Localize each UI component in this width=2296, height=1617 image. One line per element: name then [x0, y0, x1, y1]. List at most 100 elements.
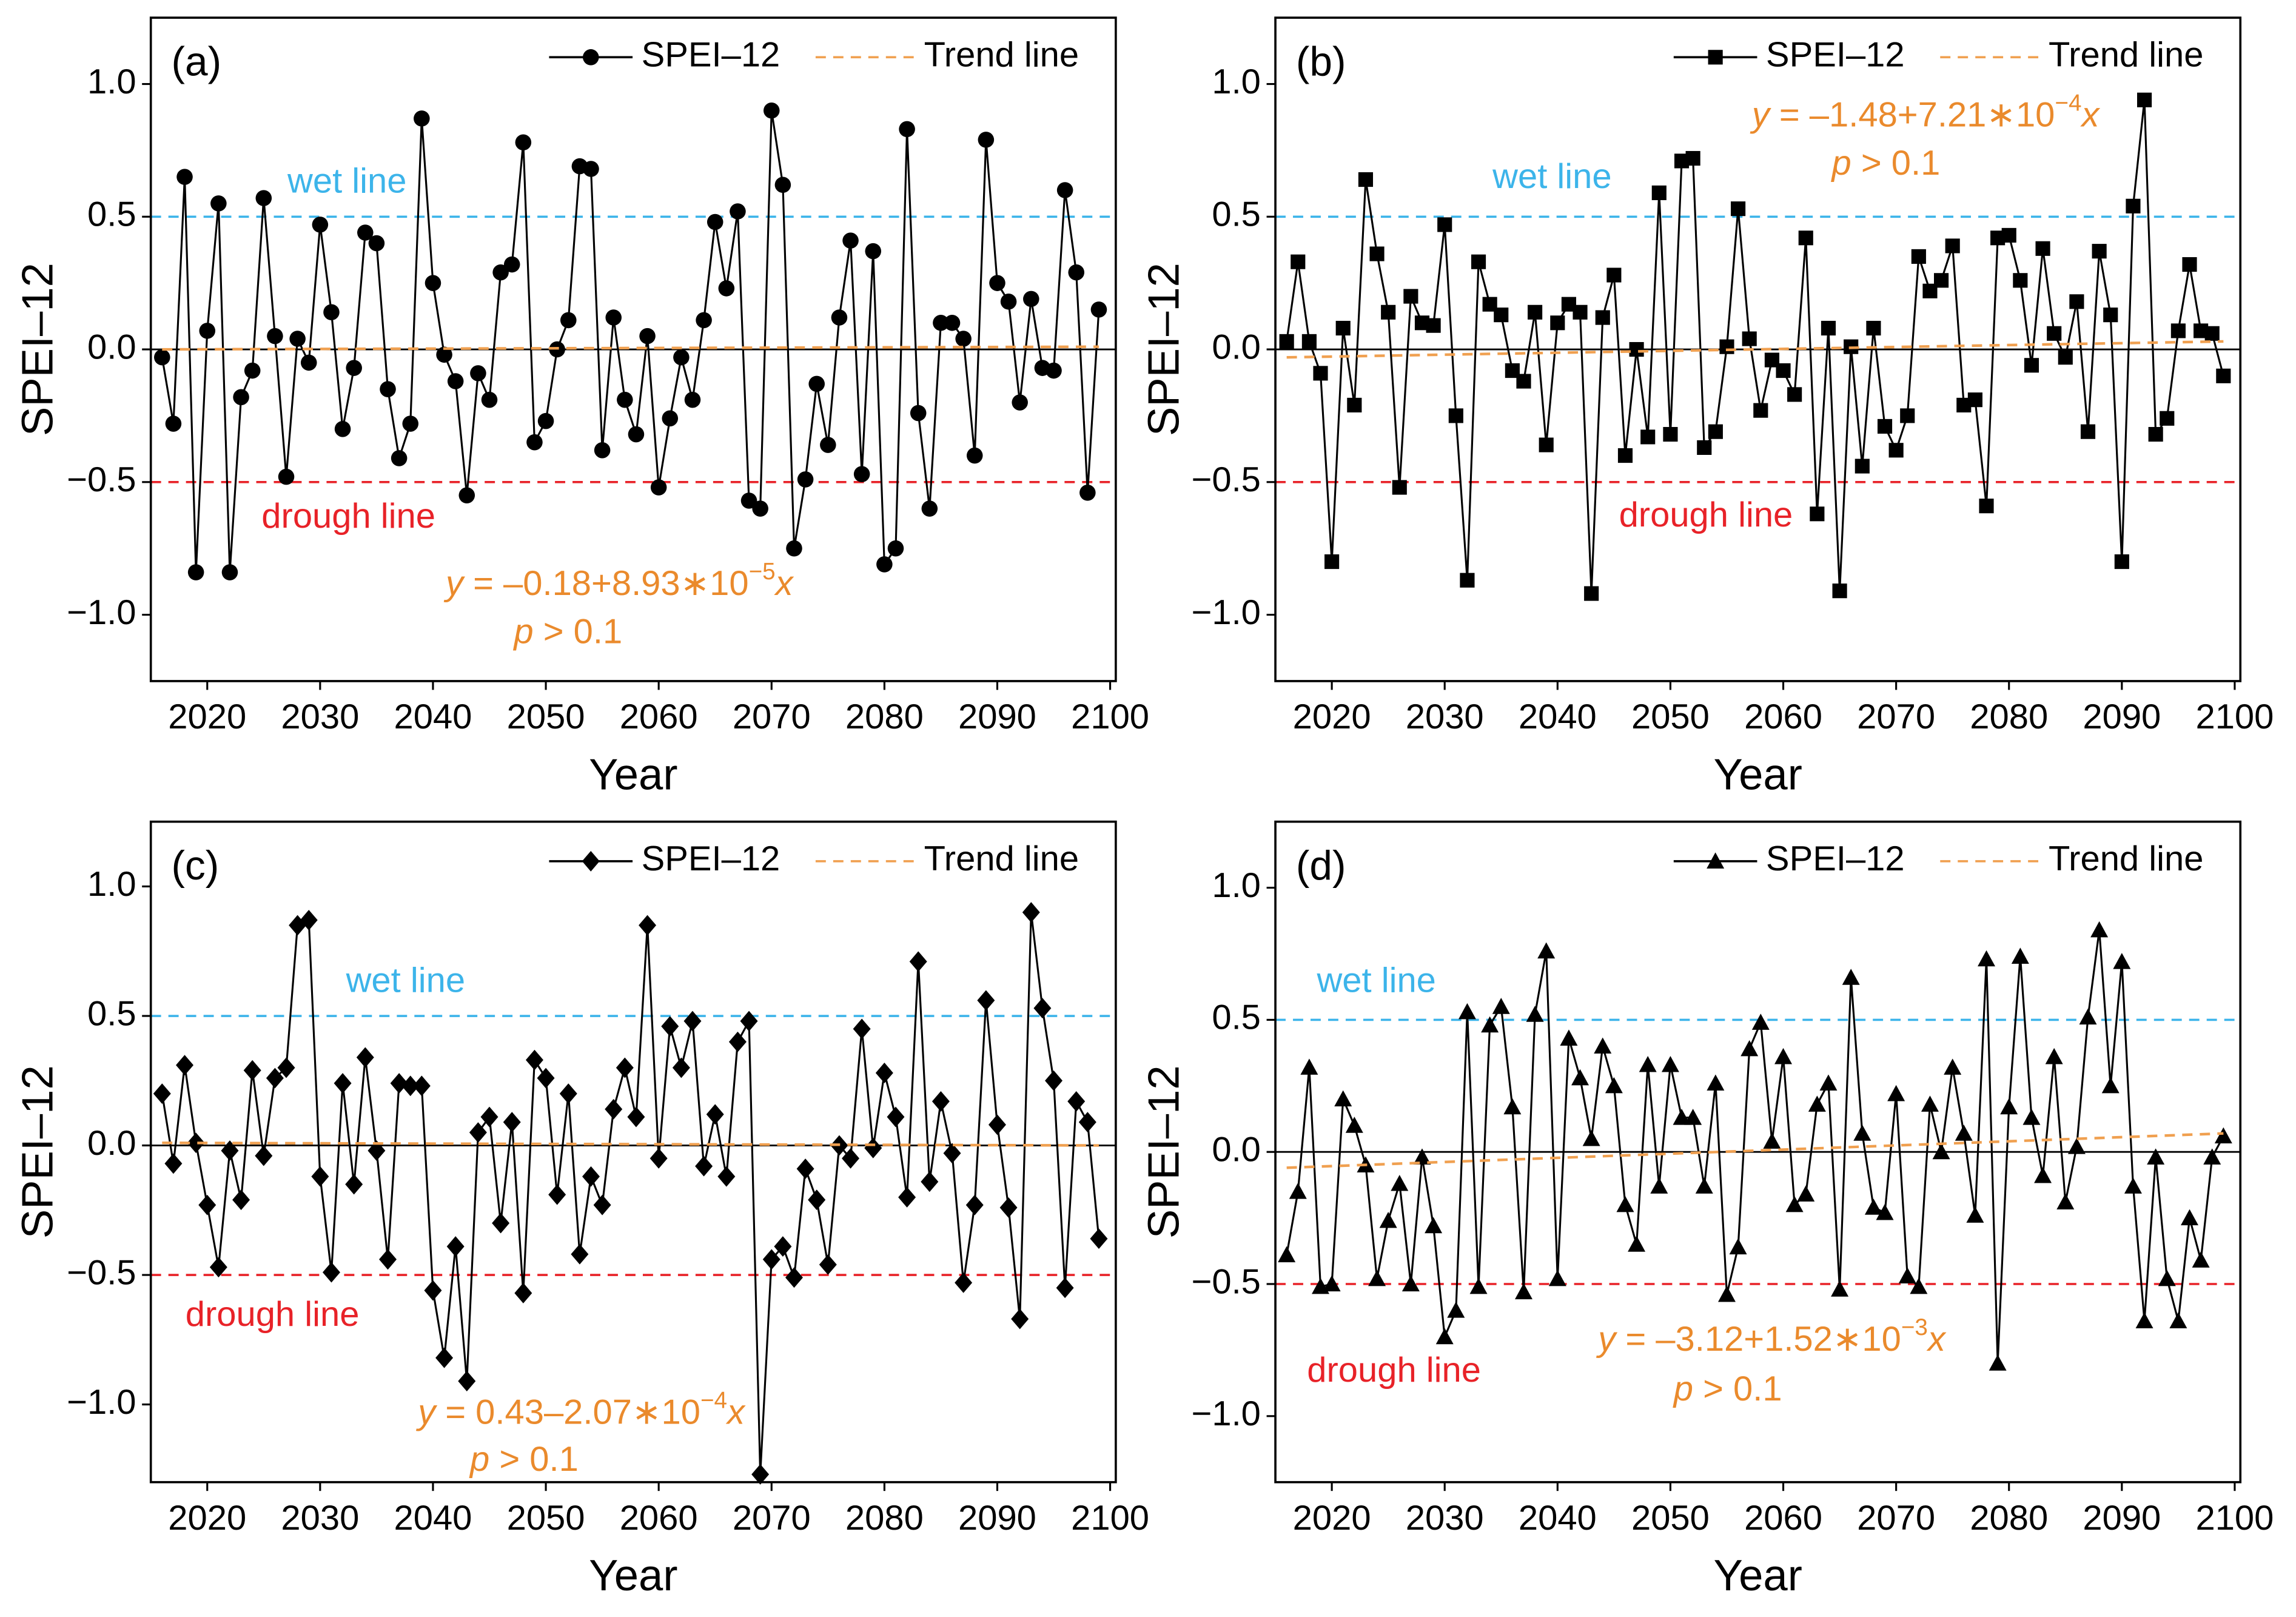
legend-label: SPEI–12	[1766, 839, 1905, 878]
marker	[2079, 1008, 2097, 1025]
marker	[1000, 294, 1017, 310]
marker	[1515, 1283, 1532, 1300]
marker	[379, 1249, 397, 1270]
x-tick-label: 2050	[507, 698, 585, 736]
marker	[2124, 1177, 2142, 1194]
marker	[1900, 408, 1915, 423]
trend-line	[1286, 1132, 2224, 1169]
marker	[1526, 1006, 1544, 1022]
marker	[820, 437, 836, 453]
marker	[1819, 1074, 1838, 1091]
marker	[594, 442, 611, 459]
marker	[559, 1083, 577, 1104]
marker	[774, 1236, 792, 1257]
marker	[2147, 1148, 2165, 1165]
marker	[999, 1197, 1018, 1218]
significance-part: p	[469, 1440, 489, 1479]
marker	[436, 346, 452, 363]
y-tick-label: 1.0	[1212, 866, 1261, 905]
marker	[1435, 1328, 1454, 1345]
equation-part: −4	[700, 1387, 727, 1413]
x-tick-label: 2100	[1071, 1499, 1149, 1538]
marker	[255, 1145, 273, 1166]
marker	[808, 1189, 826, 1211]
marker	[1413, 1148, 1431, 1165]
equation-part: −5	[749, 559, 776, 585]
marker	[1033, 998, 1052, 1019]
marker	[931, 1091, 950, 1112]
marker	[1898, 1267, 1916, 1284]
marker	[2024, 358, 2039, 373]
marker	[492, 1212, 510, 1234]
marker	[1481, 1016, 1499, 1033]
marker	[1301, 334, 1317, 349]
marker	[560, 312, 577, 329]
marker	[1832, 583, 1847, 599]
marker	[684, 391, 701, 408]
marker	[1045, 1070, 1063, 1091]
marker	[2169, 1312, 2187, 1329]
significance-part: p	[512, 613, 533, 651]
marker	[1887, 1084, 1905, 1101]
marker	[2000, 1098, 2018, 1115]
marker	[199, 323, 216, 339]
significance-part: > 0.1	[534, 613, 623, 651]
equation-part: x	[774, 564, 794, 603]
marker	[2170, 323, 2186, 338]
significance-part: > 0.1	[1693, 1370, 1782, 1408]
x-tick-label: 2090	[2083, 1499, 2161, 1538]
legend-label: Trend line	[2049, 36, 2204, 75]
marker	[402, 415, 419, 432]
marker	[1697, 440, 1712, 455]
marker	[786, 540, 802, 557]
marker	[537, 1067, 555, 1089]
x-axis-title: Year	[1713, 1551, 1802, 1600]
x-tick-label: 2060	[620, 698, 698, 736]
marker	[1979, 499, 1994, 514]
reference-label: drough line	[186, 1295, 360, 1334]
marker	[480, 1106, 498, 1128]
marker	[1753, 403, 1768, 418]
marker	[164, 1153, 183, 1174]
marker	[943, 1143, 961, 1164]
marker	[1056, 1277, 1074, 1299]
marker	[1503, 1098, 1522, 1115]
x-tick-label: 2060	[1744, 1499, 1822, 1538]
marker	[865, 243, 882, 260]
marker	[1629, 341, 1644, 357]
marker	[740, 1010, 758, 1032]
marker	[1855, 459, 1870, 474]
marker	[2035, 241, 2050, 256]
marker	[2203, 1148, 2221, 1165]
marker	[1067, 1091, 1086, 1112]
series-line	[161, 912, 1100, 1474]
marker	[2056, 1193, 2075, 1210]
marker	[1358, 172, 1374, 187]
marker	[1090, 301, 1107, 318]
marker	[898, 1187, 916, 1208]
marker	[921, 500, 938, 517]
marker	[1921, 1095, 1939, 1112]
y-tick-label: −0.5	[67, 1253, 136, 1292]
equation-part: = –0.18+8.93∗10	[463, 564, 749, 603]
marker	[706, 1104, 724, 1125]
marker	[1717, 1285, 1736, 1302]
marker	[887, 1106, 905, 1128]
significance: p > 0.1	[469, 1440, 579, 1479]
marker	[977, 990, 995, 1011]
marker	[627, 1106, 645, 1128]
marker	[1877, 419, 1893, 434]
y-tick-label: 1.0	[87, 865, 136, 904]
marker	[673, 349, 690, 366]
marker	[650, 479, 667, 496]
significance-part: p	[1831, 144, 1851, 183]
marker	[1447, 1302, 1465, 1318]
marker	[1079, 485, 1096, 501]
marker	[1831, 1280, 1849, 1297]
marker	[1978, 950, 1996, 967]
marker	[853, 1018, 871, 1040]
marker	[233, 389, 249, 406]
equation-part: x	[2079, 96, 2100, 135]
marker	[356, 1047, 374, 1068]
marker	[944, 315, 961, 331]
